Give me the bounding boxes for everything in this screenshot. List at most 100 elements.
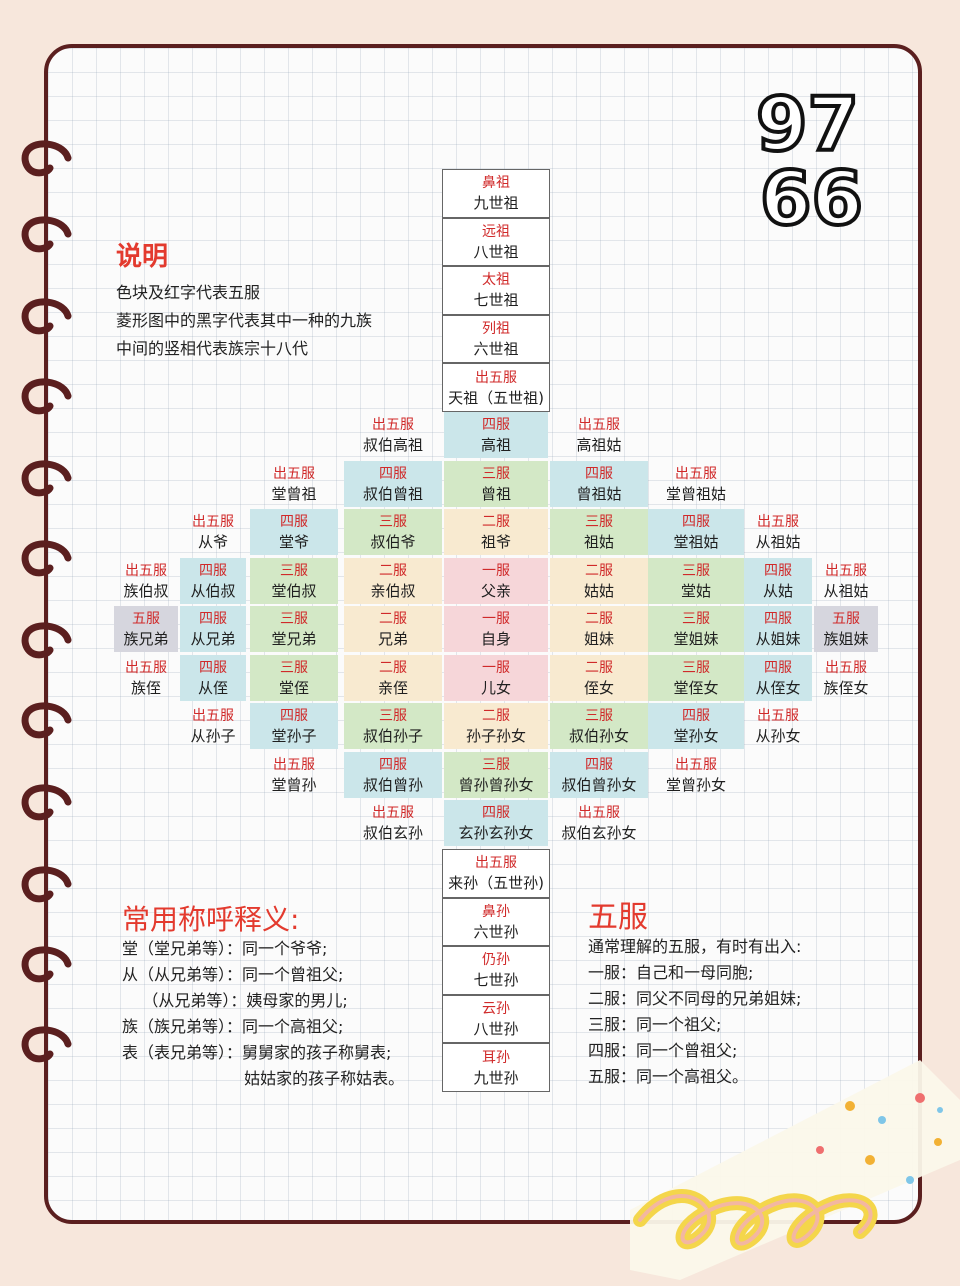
mourning-grade-label: 出五服 xyxy=(125,562,167,579)
relative-name: 七世孙 xyxy=(473,971,519,990)
mourning-grade-label: 出五服 xyxy=(757,708,799,724)
mourning-grade-label: 四服 xyxy=(482,417,510,433)
kin-cell: 三服 祖姑 xyxy=(550,509,648,555)
mourning-grade-label: 列祖 xyxy=(482,321,510,338)
logo-bottom-text: 66 xyxy=(760,156,863,232)
mourning-grade-label: 二服 xyxy=(482,708,510,724)
wufu-line-5: 四服：同一个曾祖父; xyxy=(588,1041,738,1060)
binding-ring xyxy=(20,298,72,336)
relative-name: 从侄 xyxy=(197,678,228,697)
kin-cell: 四服 堂爷 xyxy=(250,509,338,555)
relative-name: 叔伯曾祖 xyxy=(362,484,423,503)
relative-name: 堂伯叔 xyxy=(271,581,317,600)
kin-cell: 二服 亲伯叔 xyxy=(344,557,442,604)
relative-name: 族侄女 xyxy=(823,678,869,697)
mourning-grade-label: 出五服 xyxy=(125,659,167,676)
binding-ring xyxy=(20,866,72,904)
kin-cell: 四服 从兄弟 xyxy=(180,606,246,652)
mourning-grade-label: 一服 xyxy=(482,611,510,627)
relative-name: 祖爷 xyxy=(480,533,511,551)
relative-name: 高祖 xyxy=(480,436,511,454)
relative-name: 堂曾孙 xyxy=(271,775,317,794)
kin-cell: 出五服 堂曾祖 xyxy=(250,461,338,507)
kin-cell: 四服 叔伯曾孙 xyxy=(344,751,442,798)
mourning-grade-label: 四服 xyxy=(280,514,308,530)
mourning-grade-label: 三服 xyxy=(379,514,407,530)
mourning-grade-label: 仍孙 xyxy=(482,952,510,969)
kin-cell: 二服 祖爷 xyxy=(444,509,548,555)
relative-name: 兄弟 xyxy=(377,630,408,648)
kin-cell: 三服 堂侄女 xyxy=(648,654,744,701)
wufu-line-1: 通常理解的五服，有时有出入: xyxy=(588,937,802,956)
kin-cell: 三服 堂姑 xyxy=(648,557,744,604)
mourning-grade-label: 三服 xyxy=(280,611,308,627)
kin-cell: 四服 从侄 xyxy=(180,654,246,701)
mourning-grade-label: 二服 xyxy=(585,611,613,627)
relative-name: 族兄弟 xyxy=(123,630,169,648)
relative-name: 堂兄弟 xyxy=(271,630,317,648)
relative-name: 父亲 xyxy=(480,581,511,600)
mourning-grade-label: 四服 xyxy=(682,708,710,724)
mourning-grade-label: 四服 xyxy=(199,659,227,676)
wufu-line-6: 五服：同一个高祖父。 xyxy=(588,1067,749,1086)
binding-ring xyxy=(20,1026,72,1064)
kin-cell: 出五服 从孙子 xyxy=(180,703,246,749)
mourning-grade-label: 四服 xyxy=(764,611,792,627)
kin-cell: 二服 姐妹 xyxy=(550,606,648,652)
relative-name: 自身 xyxy=(480,630,511,648)
mourning-grade-label: 云孙 xyxy=(482,1001,510,1018)
mourning-grade-label: 三服 xyxy=(585,708,613,724)
mourning-grade-label: 五服 xyxy=(132,611,160,627)
kin-cell: 四服 叔伯曾孙女 xyxy=(550,751,648,798)
kin-cell: 一服 儿女 xyxy=(444,654,548,701)
kin-cell: 三服 叔伯爷 xyxy=(344,509,442,555)
mourning-grade-label: 四服 xyxy=(482,805,510,821)
mourning-grade-label: 鼻祖 xyxy=(482,175,510,192)
mourning-grade-label: 二服 xyxy=(379,659,407,676)
relative-name: 叔伯孙女 xyxy=(568,727,629,745)
relative-name: 从兄弟 xyxy=(190,630,236,648)
kin-cell: 一服 父亲 xyxy=(444,557,548,604)
relative-name: 来孙（五世孙) xyxy=(448,874,544,893)
relative-name: 族姐妹 xyxy=(823,630,869,648)
relative-name: 叔伯孙子 xyxy=(362,727,423,745)
kin-cell: 出五服 从爷 xyxy=(180,509,246,555)
binding-ring xyxy=(20,784,72,822)
relative-name: 玄孙玄孙女 xyxy=(458,824,534,842)
kin-cell: 太祖 七世祖 xyxy=(442,266,550,315)
terms-line-2: 从（从兄弟等）：同一个曾祖父; xyxy=(122,965,344,984)
relative-name: 祖姑 xyxy=(583,533,614,551)
relative-name: 九世孙 xyxy=(473,1068,519,1087)
mourning-grade-label: 三服 xyxy=(379,708,407,724)
mourning-grade-label: 四服 xyxy=(585,756,613,773)
mourning-grade-label: 四服 xyxy=(682,514,710,530)
relative-name: 八世孙 xyxy=(473,1020,519,1039)
kin-cell: 三服 曾祖 xyxy=(444,460,548,507)
legend-heading: 说明 xyxy=(116,242,169,272)
relative-name: 族伯叔 xyxy=(123,581,169,600)
kin-cell: 三服 堂兄弟 xyxy=(250,606,338,652)
mourning-grade-label: 出五服 xyxy=(192,708,234,724)
kin-cell: 五服 族姐妹 xyxy=(814,606,878,652)
relative-name: 堂曾孙女 xyxy=(665,775,726,794)
mourning-grade-label: 一服 xyxy=(482,562,510,579)
relative-name: 堂孙女 xyxy=(673,727,719,745)
relative-name: 堂侄女 xyxy=(673,678,719,697)
kin-cell: 四服 高祖 xyxy=(444,412,548,458)
relative-name: 堂曾祖 xyxy=(271,484,317,503)
binding-ring xyxy=(20,378,72,416)
kin-cell: 三服 堂侄 xyxy=(250,654,338,701)
mourning-grade-label: 太祖 xyxy=(482,272,510,289)
kin-cell: 出五服 从祖姑 xyxy=(744,509,812,555)
relative-name: 从侄女 xyxy=(755,678,801,697)
mourning-grade-label: 四服 xyxy=(585,465,613,482)
kin-cell: 出五服 族伯叔 xyxy=(114,558,178,604)
relative-name: 儿女 xyxy=(480,678,511,697)
relative-name: 从祖姑 xyxy=(755,533,801,551)
mourning-grade-label: 出五服 xyxy=(825,659,867,676)
mourning-grade-label: 出五服 xyxy=(372,805,414,821)
mourning-grade-label: 耳孙 xyxy=(482,1049,510,1066)
kin-cell: 仍孙 七世孙 xyxy=(442,946,550,995)
kin-cell: 二服 侄女 xyxy=(550,654,648,701)
mourning-grade-label: 三服 xyxy=(482,756,510,773)
